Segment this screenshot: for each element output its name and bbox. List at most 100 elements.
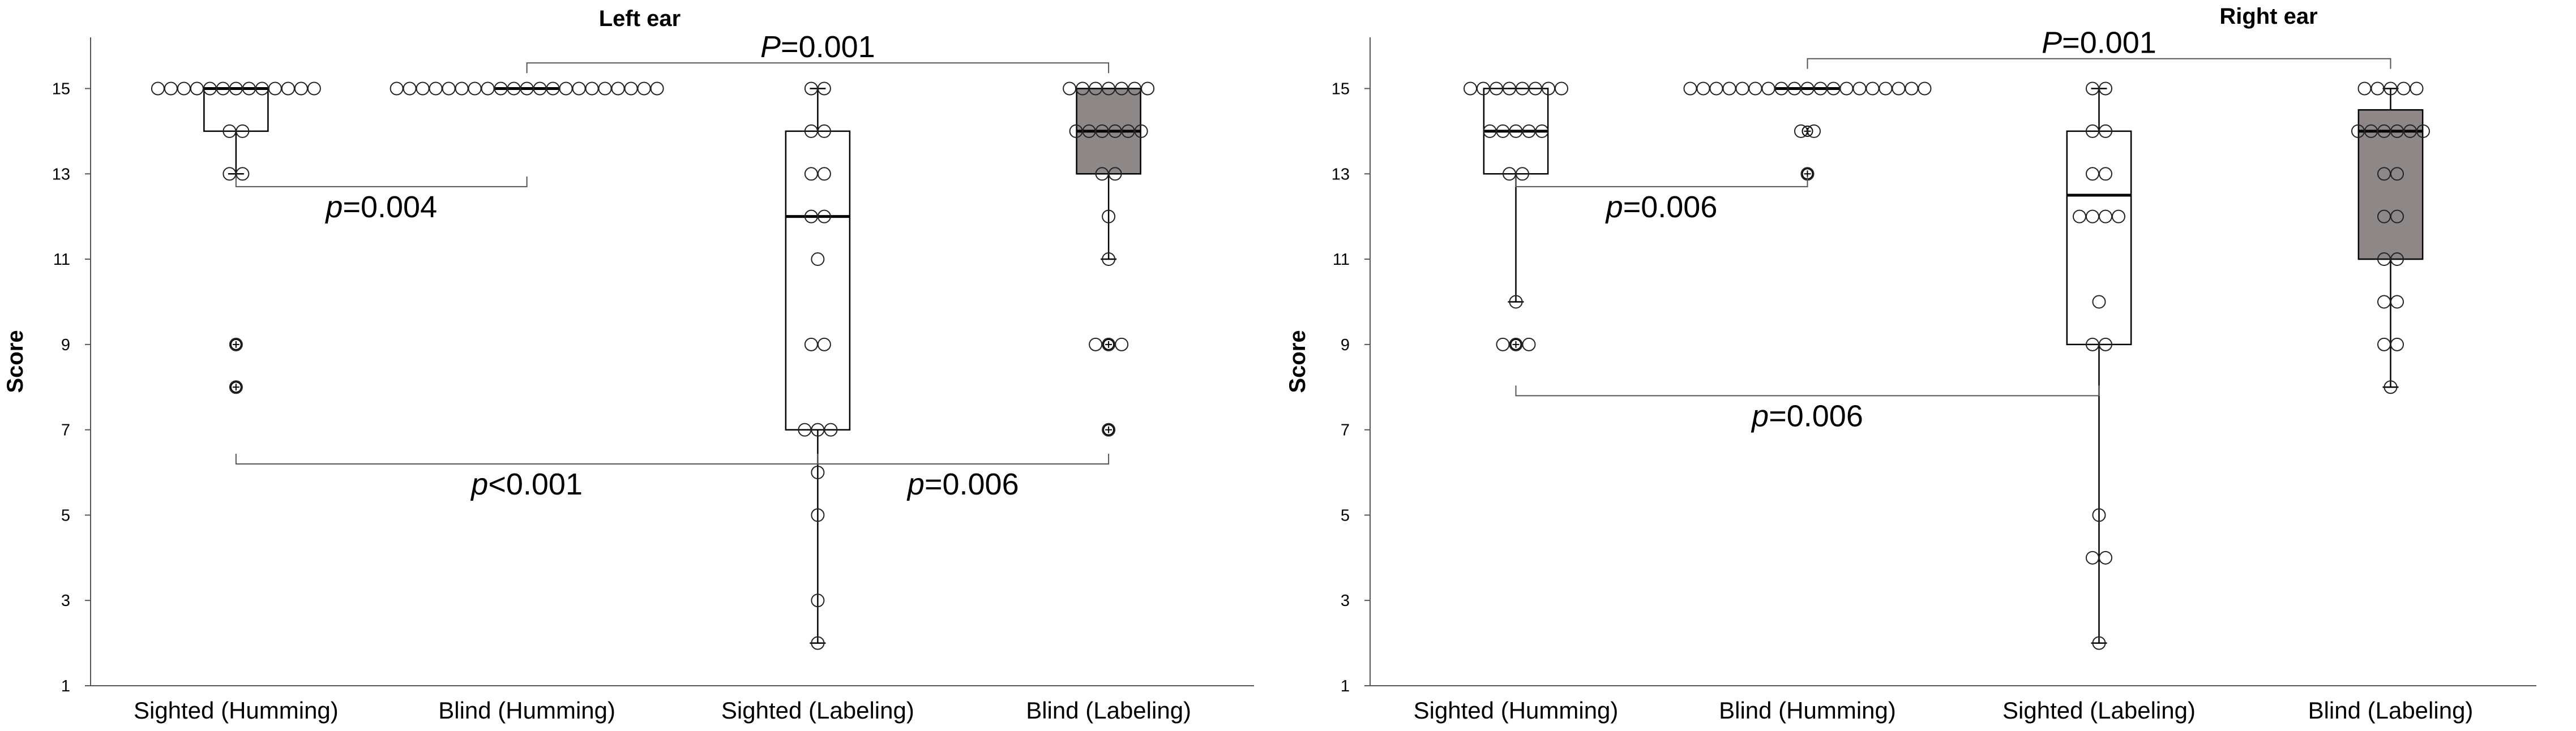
data-point — [2390, 295, 2404, 309]
outlier-marker — [1103, 338, 1115, 350]
data-point — [1522, 337, 1536, 351]
data-point — [294, 81, 308, 96]
y-tick-label: 1 — [61, 677, 70, 695]
data-point — [229, 380, 243, 394]
data-point — [2390, 209, 2404, 223]
data-point — [624, 81, 638, 96]
data-point — [2086, 551, 2099, 565]
data-point — [2099, 81, 2112, 96]
outlier-cross — [1804, 170, 1811, 178]
data-point — [1905, 81, 1919, 96]
data-point — [811, 466, 825, 480]
data-point — [429, 81, 443, 96]
y-tick-label: 9 — [61, 336, 70, 354]
data-point — [2099, 337, 2112, 351]
y-tick-label: 15 — [52, 80, 70, 98]
box-iqr — [785, 130, 851, 431]
data-point — [281, 81, 295, 96]
y-axis-label: Score — [1285, 330, 1310, 393]
box-iqr — [203, 88, 269, 132]
significance-bracket — [817, 453, 1110, 465]
significance-label: P=0.001 — [2042, 26, 2156, 60]
data-point — [811, 636, 825, 650]
data-point — [151, 81, 165, 96]
y-tick-label: 7 — [1341, 422, 1350, 440]
data-point — [2390, 337, 2404, 351]
x-tick-label: Sighted (Labeling) — [721, 697, 914, 724]
data-point — [390, 81, 404, 96]
significance-label: p<0.001 — [470, 467, 583, 501]
data-point — [2370, 81, 2385, 96]
outlier-marker — [230, 338, 242, 350]
data-point — [1878, 81, 1893, 96]
x-tick-label: Sighted (Labeling) — [2002, 697, 2196, 724]
data-point — [1496, 337, 1510, 351]
data-point — [2092, 636, 2106, 650]
data-point — [190, 81, 204, 96]
y-tick-label: 13 — [52, 165, 70, 183]
outlier-cross — [232, 384, 239, 391]
outlier-cross — [1105, 341, 1112, 348]
data-point — [811, 594, 825, 608]
data-point — [2410, 81, 2424, 96]
box-iqr — [2066, 130, 2132, 346]
data-point — [1892, 81, 1906, 96]
chart-title: Right ear — [2219, 4, 2317, 29]
data-point — [403, 81, 417, 96]
data-point — [1509, 295, 1523, 309]
y-tick-label: 3 — [61, 592, 70, 610]
data-point — [442, 81, 456, 96]
data-point — [2357, 81, 2372, 96]
data-point — [2397, 81, 2411, 96]
significance-label: p=0.004 — [324, 190, 437, 224]
significance-bracket — [235, 453, 819, 465]
data-point — [1865, 81, 1880, 96]
data-point — [1089, 337, 1103, 351]
data-point — [817, 337, 831, 351]
significance-bracket — [235, 176, 528, 187]
y-tick-label: 7 — [61, 422, 70, 440]
significance-bracket — [1515, 385, 2100, 397]
data-point — [229, 337, 243, 351]
data-point — [1063, 81, 1077, 96]
data-point — [2390, 167, 2404, 181]
x-tick-label: Blind (Humming) — [438, 697, 615, 724]
data-point — [1516, 167, 1529, 181]
data-point — [2377, 337, 2391, 351]
outlier-marker — [1510, 338, 1522, 350]
outlier-cross — [1512, 341, 1520, 348]
data-point — [598, 81, 612, 96]
data-point — [2092, 295, 2106, 309]
significance-bracket — [1807, 58, 2391, 69]
significance-label: p=0.006 — [1605, 190, 1718, 224]
data-point — [637, 81, 651, 96]
outlier-cross — [1105, 426, 1112, 433]
data-point — [611, 81, 625, 96]
data-point — [2099, 167, 2112, 181]
data-point — [1852, 81, 1867, 96]
data-point — [2099, 124, 2112, 138]
data-point — [1683, 81, 1697, 96]
significance-label: p=0.006 — [1751, 399, 1863, 433]
outlier-marker — [1103, 424, 1115, 436]
data-point — [2112, 209, 2125, 223]
data-point — [817, 124, 831, 138]
y-tick-label: 3 — [1341, 592, 1350, 610]
y-tick-label: 5 — [61, 506, 70, 524]
significance-bracket — [1515, 176, 1808, 187]
data-point — [236, 124, 250, 138]
data-point — [1115, 337, 1129, 351]
data-point — [1108, 167, 1122, 181]
y-tick-label: 1 — [1341, 677, 1350, 695]
outlier-marker — [1802, 125, 1813, 137]
outlier-marker — [230, 381, 242, 393]
data-point — [268, 81, 282, 96]
data-point — [1464, 81, 1477, 96]
y-axis-label: Score — [3, 330, 28, 393]
data-point — [236, 167, 250, 181]
x-tick-label: Blind (Labeling) — [2308, 697, 2474, 724]
data-point — [1535, 124, 1549, 138]
